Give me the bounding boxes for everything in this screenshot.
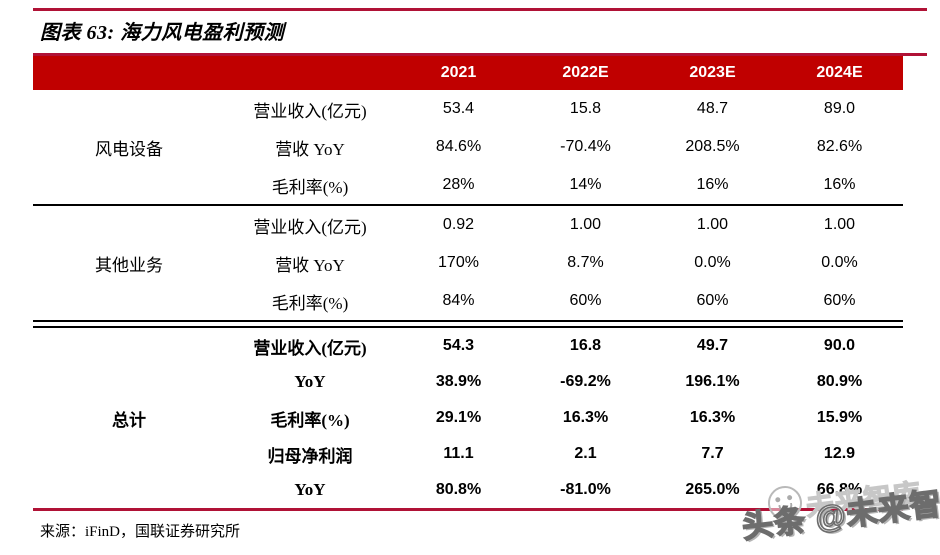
cell-value: 12.9: [823, 445, 856, 462]
group-label: 总计: [112, 410, 146, 430]
column-header-2021: 2021: [440, 64, 477, 81]
metric-label: 营业收入(亿元): [253, 338, 367, 358]
table-bottom-rule: [33, 508, 903, 511]
cell-value: 0.0%: [821, 254, 858, 271]
cell-value: 2.1: [574, 445, 597, 462]
cell-value: 170%: [438, 254, 479, 271]
group-label: 风电设备: [95, 139, 163, 159]
metric-label: 营收 YoY: [275, 139, 345, 159]
cell-value: 28%: [442, 176, 475, 193]
source-note: 来源：iFinD，国联证券研究所: [40, 524, 241, 540]
title-bottom-rule: [33, 53, 927, 56]
cell-value: 1.00: [569, 216, 602, 233]
cell-value: 0.0%: [694, 254, 731, 271]
group-divider: [33, 204, 903, 206]
cell-value: 1.00: [696, 216, 729, 233]
forecast-table: 2021 2022E 2023E 2024E 风电设备 营业收入(亿元) 53.…: [33, 56, 903, 511]
cell-value: 16%: [823, 176, 856, 193]
cell-value: 1.00: [823, 216, 856, 233]
cell-value: 60%: [569, 292, 602, 309]
cell-value: 60%: [696, 292, 729, 309]
cell-value: 0.92: [442, 216, 475, 233]
metric-label: YoY: [294, 372, 326, 391]
cell-value: 7.7: [701, 445, 724, 462]
title-top-rule: [33, 8, 927, 11]
cell-value: 80.8%: [435, 481, 482, 498]
cell-value: 16%: [696, 176, 729, 193]
cell-value: 196.1%: [685, 373, 740, 390]
column-header-2024e: 2024E: [816, 64, 863, 81]
cell-value: 80.9%: [816, 373, 863, 390]
cell-value: -70.4%: [560, 138, 611, 155]
total-double-divider: [33, 320, 903, 328]
cell-value: 265.0%: [685, 481, 740, 498]
group-other-business: 其他业务 营业收入(亿元) 0.92 1.00 1.00 1.00 营收 YoY…: [33, 206, 903, 320]
cell-value: 208.5%: [685, 138, 740, 155]
cell-value: 90.0: [823, 337, 856, 354]
cell-value: 54.3: [442, 337, 475, 354]
cell-value: -81.0%: [560, 481, 611, 498]
cell-value: 15.8: [569, 100, 602, 117]
cell-value: 16.3%: [689, 409, 736, 426]
metric-label: 归母净利润: [267, 446, 353, 466]
column-header-2023e: 2023E: [689, 64, 736, 81]
cell-value: 38.9%: [435, 373, 482, 390]
metric-label: YoY: [294, 480, 326, 499]
cell-value: 84%: [442, 292, 475, 309]
cell-value: 29.1%: [435, 409, 482, 426]
cell-value: 66.8%: [816, 481, 863, 498]
group-wind-equipment: 风电设备 营业收入(亿元) 53.4 15.8 48.7 89.0 营收 YoY…: [33, 90, 903, 204]
cell-value: 84.6%: [435, 138, 482, 155]
cell-value: 53.4: [442, 100, 475, 117]
table-header-row: 2021 2022E 2023E 2024E: [33, 56, 903, 90]
metric-label: 毛利率(%): [270, 410, 350, 430]
cell-value: 16.8: [569, 337, 602, 354]
group-label: 其他业务: [95, 255, 163, 275]
cell-value: 8.7%: [567, 254, 604, 271]
cell-value: 15.9%: [816, 409, 863, 426]
cell-value: -69.2%: [560, 373, 611, 390]
metric-label: 营业收入(亿元): [253, 101, 367, 121]
metric-label: 毛利率(%): [271, 177, 349, 197]
group-total: 总计 营业收入(亿元) 54.3 16.8 49.7 90.0 YoY 38.9…: [33, 328, 903, 508]
cell-value: 11.1: [443, 445, 474, 462]
metric-label: 营业收入(亿元): [253, 217, 367, 237]
cell-value: 48.7: [696, 100, 729, 117]
cell-value: 60%: [823, 292, 856, 309]
cell-value: 89.0: [823, 100, 856, 117]
cell-value: 16.3%: [562, 409, 609, 426]
column-header-2022e: 2022E: [562, 64, 609, 81]
metric-label: 营收 YoY: [275, 255, 345, 275]
metric-label: 毛利率(%): [271, 293, 349, 313]
cell-value: 82.6%: [816, 138, 863, 155]
cell-value: 49.7: [696, 337, 729, 354]
figure-title: 图表 63: 海力风电盈利预测: [40, 22, 285, 44]
cell-value: 14%: [569, 176, 602, 193]
